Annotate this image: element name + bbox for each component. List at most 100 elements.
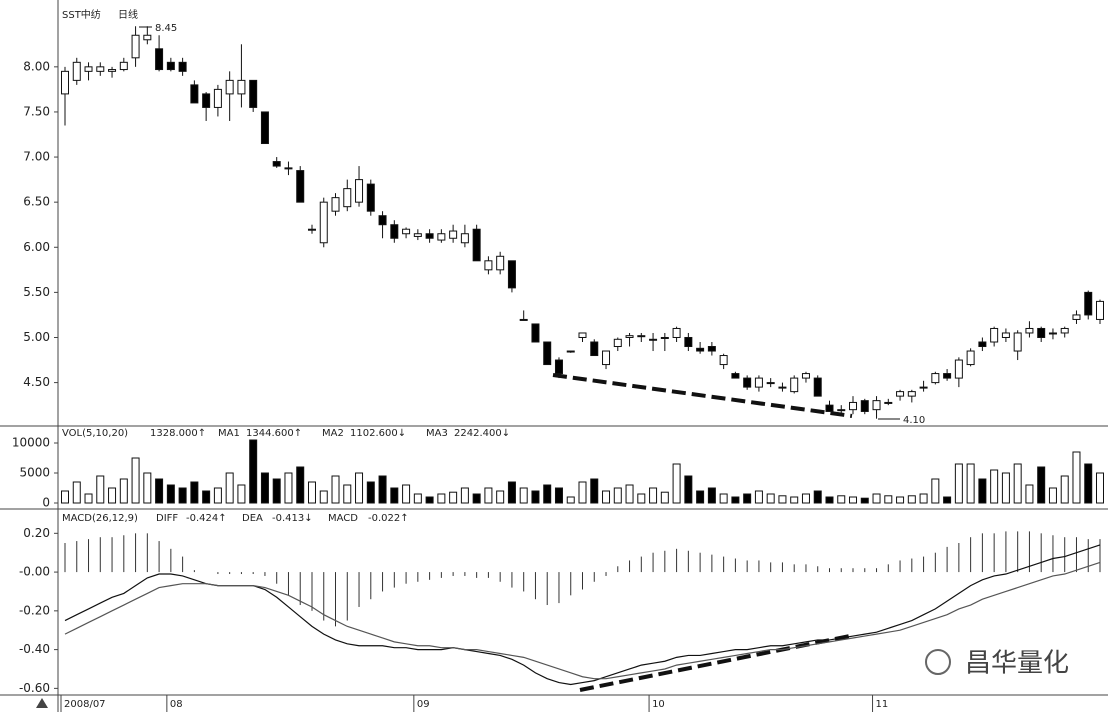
- volume-bar: [296, 466, 305, 504]
- volume-bar: [307, 481, 316, 504]
- candle-body: [931, 373, 940, 384]
- volume-bar: [837, 495, 846, 504]
- y-tick-label: 10000: [12, 436, 50, 450]
- candle-body: [284, 167, 293, 170]
- candle-body: [907, 391, 916, 397]
- volume-bar: [778, 495, 787, 504]
- candle-body: [543, 341, 552, 366]
- candle-body: [307, 228, 316, 231]
- volume-bar: [449, 491, 458, 504]
- volume-bar: [284, 472, 293, 504]
- candle-body: [202, 93, 211, 108]
- candle-body: [731, 373, 740, 379]
- volume-bar: [272, 478, 281, 504]
- candle-body: [1013, 332, 1022, 352]
- volume-bar: [1048, 487, 1057, 504]
- header-text: MA3: [426, 428, 448, 439]
- y-tick-label: 7.50: [23, 104, 50, 118]
- candle-body: [249, 79, 258, 108]
- candle-body: [213, 88, 222, 108]
- volume-bar: [649, 487, 658, 504]
- volume-bar: [566, 496, 575, 504]
- volume-bar: [707, 487, 716, 504]
- candle-body: [484, 260, 493, 271]
- volume-bar: [413, 493, 422, 504]
- volume-bar: [260, 472, 269, 504]
- header-text: MACD(26,12,9): [62, 513, 138, 524]
- candle-body: [990, 327, 999, 343]
- volume-bar: [378, 475, 387, 504]
- candle-body: [1025, 327, 1034, 334]
- candle-body: [719, 355, 728, 366]
- candle-body: [531, 323, 540, 343]
- candle-body: [954, 359, 963, 379]
- volume-bar: [213, 487, 222, 504]
- candle-body: [131, 34, 140, 59]
- candle-body: [978, 341, 987, 348]
- candle-body: [166, 61, 175, 71]
- candle-body: [707, 346, 716, 352]
- volume-bar: [190, 481, 199, 504]
- volume-bar: [155, 478, 164, 504]
- candle-body: [778, 386, 787, 389]
- volume-bar: [472, 493, 481, 504]
- volume-bar: [672, 463, 681, 504]
- y-tick-label: -0.40: [19, 642, 50, 656]
- header-text: 1102.600↓: [350, 428, 406, 439]
- macd-header: MACD(26,12,9) DIFF -0.424↑ DEA -0.413↓ MACD -0…: [62, 513, 409, 524]
- volume-bar: [319, 490, 328, 504]
- watermark: 昌华量化: [965, 649, 1069, 679]
- y-tick-label: 4.50: [23, 375, 50, 389]
- candle-body: [425, 233, 434, 239]
- candle-body: [260, 111, 269, 145]
- volume-bar: [108, 487, 117, 504]
- volume-bar: [343, 484, 352, 504]
- y-tick-label: -0.20: [19, 603, 50, 617]
- volume-bar: [237, 484, 246, 504]
- volume-bar: [849, 496, 858, 504]
- icon: [36, 698, 48, 708]
- candle-body: [1084, 291, 1093, 316]
- candle-body: [108, 69, 117, 72]
- candle-body: [460, 233, 469, 244]
- candle-body: [72, 61, 81, 81]
- candle-body: [1060, 327, 1069, 334]
- candle-body: [472, 228, 481, 262]
- volume-bar: [825, 496, 834, 504]
- volume-bar: [1037, 466, 1046, 504]
- candle-body: [860, 400, 869, 412]
- volume-bar: [390, 487, 399, 504]
- candle-body: [402, 228, 411, 235]
- volume-bar: [1072, 451, 1081, 504]
- volume-bar: [660, 491, 669, 504]
- volume-bar: [860, 497, 869, 504]
- volume-bar: [1060, 475, 1069, 504]
- volume-bar: [496, 490, 505, 504]
- candle-body: [355, 179, 364, 203]
- volume-bar: [625, 484, 634, 504]
- candle-body: [743, 377, 752, 388]
- volume-bar: [966, 463, 975, 504]
- candle-body: [96, 66, 105, 72]
- trend-line: [552, 373, 853, 418]
- volume-bar: [896, 496, 905, 504]
- volume-bar: [590, 478, 599, 504]
- candle-body: [602, 350, 611, 366]
- candle-body: [696, 347, 705, 352]
- candle-body: [178, 61, 187, 72]
- annotation: 4.10: [903, 415, 925, 426]
- volume-bar: [543, 484, 552, 504]
- candle-body: [1072, 314, 1081, 320]
- volume-bar: [119, 478, 128, 504]
- volume-bar: [1096, 472, 1104, 504]
- volume-bar: [919, 493, 928, 504]
- candle-body: [272, 161, 281, 167]
- candle-body: [884, 401, 893, 404]
- volume-bar: [602, 490, 611, 504]
- header-text: MACD: [328, 513, 358, 524]
- header-text: MA1: [218, 428, 240, 439]
- volume-bar: [884, 495, 893, 504]
- volume-bar: [519, 487, 528, 504]
- volume-bar: [96, 475, 105, 504]
